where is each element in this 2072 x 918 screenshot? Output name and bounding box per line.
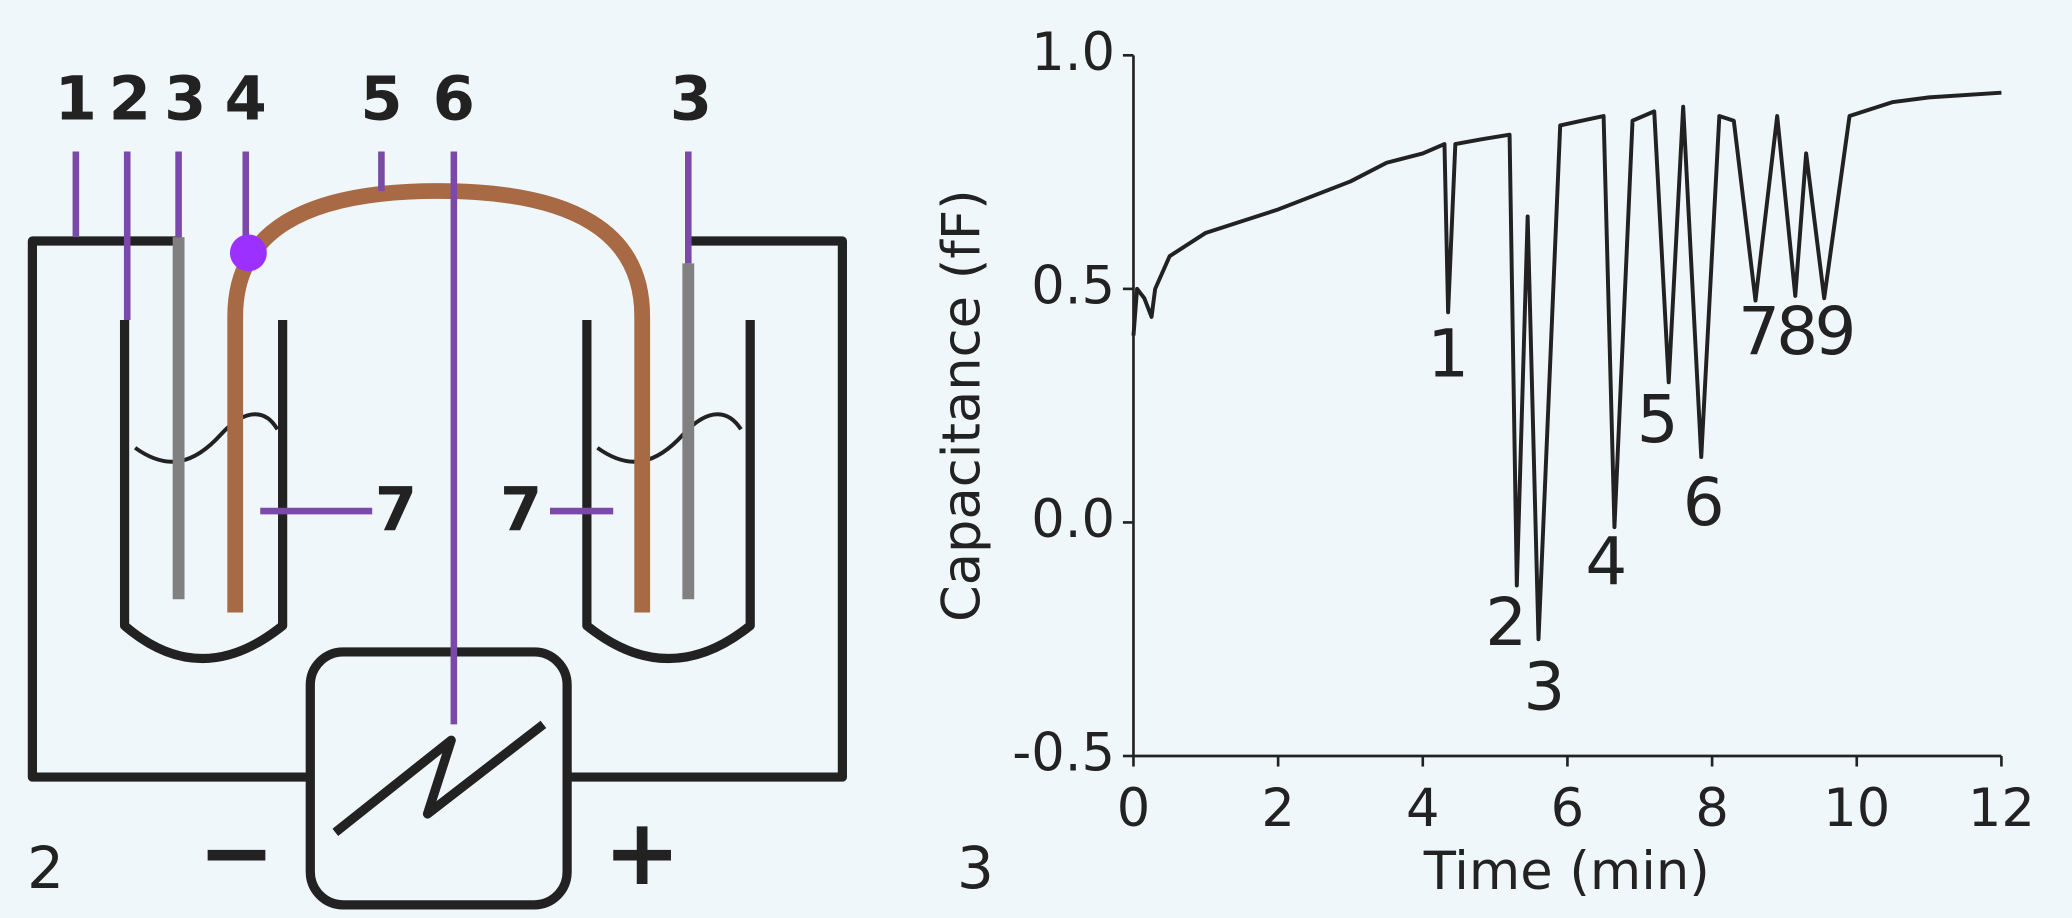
y-tick-label: 0.5 <box>1031 256 1115 317</box>
chart: 3 Time (min) Capacitance (fF) -0.5 0.0 0.5… <box>932 22 2035 902</box>
wire <box>27 236 848 782</box>
peak-label: 3 <box>1523 649 1565 726</box>
y-tick-label: 1.0 <box>1031 22 1115 83</box>
power-source <box>305 647 572 910</box>
background <box>3 0 2069 918</box>
peak-label: 5 <box>1637 381 1679 458</box>
x-tick-label: 2 <box>1261 778 1295 839</box>
source-symbol <box>332 720 547 836</box>
peak-label: 9 <box>1815 293 1857 370</box>
label: 5 <box>360 64 402 134</box>
beaker <box>119 320 288 664</box>
minus-sign: − <box>198 798 275 906</box>
x-tick-label: 12 <box>1968 778 2035 839</box>
label: 3 <box>670 64 712 134</box>
x-tick-label: 8 <box>1695 778 1729 839</box>
data-line <box>1131 90 2002 642</box>
panel-label: 3 <box>957 834 994 902</box>
peak-label: 1 <box>1427 315 1469 392</box>
y-tick-label: -0.5 <box>1012 723 1115 784</box>
peak-label: 8 <box>1776 293 1818 370</box>
panel-label: 2 <box>27 834 64 902</box>
label: 7 <box>375 475 417 545</box>
junction <box>229 234 267 272</box>
label: 3 <box>164 64 206 134</box>
x-axis-title: Time (min) <box>1423 841 1710 902</box>
peak-label: 2 <box>1485 584 1527 661</box>
liquid-surface <box>133 412 280 464</box>
label: 6 <box>433 64 475 134</box>
label: 4 <box>225 64 267 134</box>
x-tick-label: 0 <box>1117 778 1151 839</box>
y-axis-title: Capacitance (fF) <box>932 189 993 622</box>
x-tick-label: 10 <box>1823 778 1890 839</box>
label: 2 <box>109 64 151 134</box>
label: 1 <box>55 64 97 134</box>
peak-label: 6 <box>1683 464 1725 541</box>
cell-diagram: 1 2 3 4 5 6 3 7 7 − + 2 <box>27 64 848 910</box>
peak-label: 4 <box>1585 523 1627 600</box>
label: 7 <box>500 475 542 545</box>
y-tick-label: 0.0 <box>1031 489 1115 550</box>
peak-label: 7 <box>1738 293 1780 370</box>
beaker <box>582 320 755 664</box>
plus-sign: + <box>604 798 681 906</box>
x-tick-label: 6 <box>1551 778 1585 839</box>
x-tick-label: 4 <box>1406 778 1440 839</box>
